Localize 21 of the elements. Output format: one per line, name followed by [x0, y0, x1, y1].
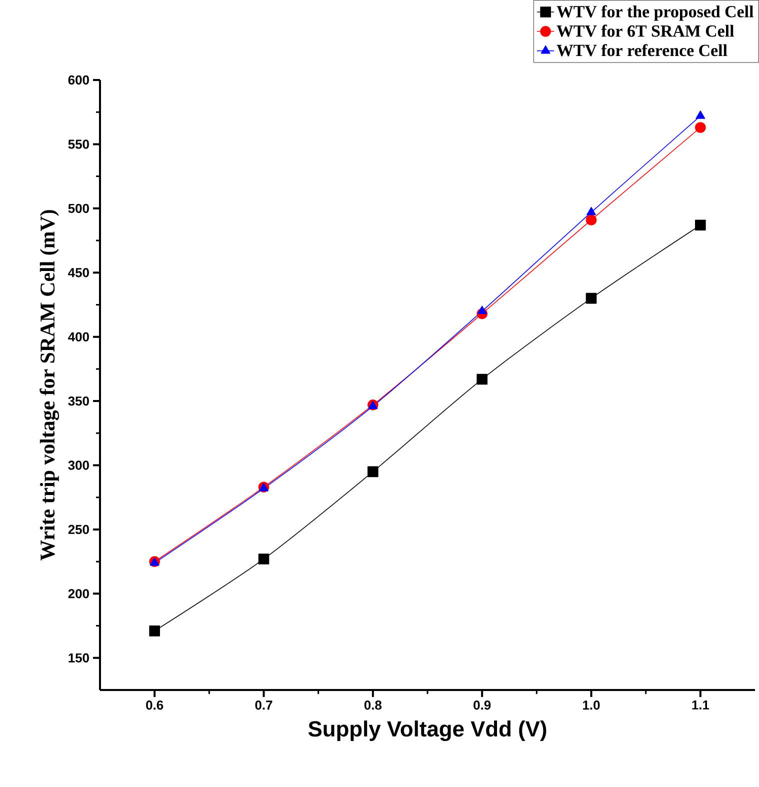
x-tick-label: 0.6 — [146, 700, 164, 710]
legend-label: WTV for the proposed Cell — [556, 5, 754, 21]
y-tick-label: 500 — [68, 204, 89, 213]
x-tick-label: 0.8 — [364, 700, 382, 710]
y-tick-label: 250 — [68, 524, 89, 534]
y-tick-label: 450 — [68, 268, 89, 278]
x-tick-label: 0.9 — [474, 700, 491, 710]
x-tick-label: 0.7 — [255, 700, 272, 710]
y-tick-label: 300 — [68, 460, 89, 470]
legend-label: WTV for 6T SRAM Cell — [556, 24, 734, 37]
y-axis-title: Write trip voltage for SRAM Cell (mV) — [40, 210, 60, 561]
y-tick-label: 200 — [68, 589, 89, 598]
x-tick-label: 1.1 — [692, 700, 710, 710]
y-tick-label: 400 — [68, 332, 89, 342]
y-tick-label: 150 — [68, 653, 89, 662]
y-tick-label: 600 — [68, 75, 89, 85]
y-tick-label: 550 — [68, 140, 89, 149]
y-tick-label: 350 — [68, 396, 89, 406]
x-axis-title: Supply Voltage Vdd (V) — [308, 720, 546, 742]
legend-label: WTV for reference Cell — [556, 44, 728, 56]
x-tick-label: 1.0 — [583, 700, 600, 710]
